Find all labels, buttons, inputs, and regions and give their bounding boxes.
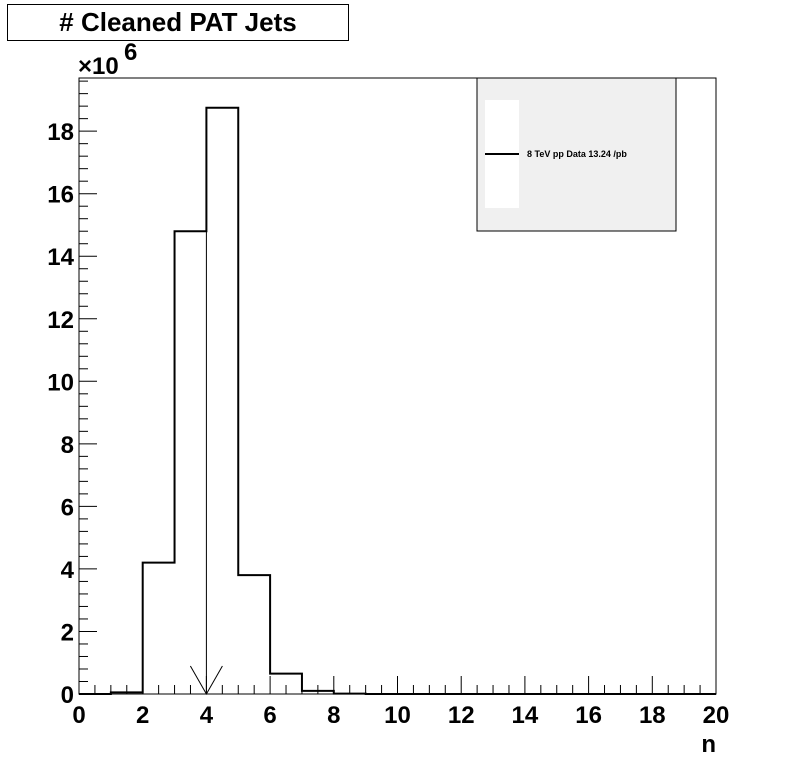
x-tick-label: 20 <box>703 702 730 729</box>
y-tick-label: 16 <box>47 182 74 209</box>
x-tick-label: 8 <box>327 702 340 729</box>
x-tick-label: 0 <box>72 702 85 729</box>
y-multiplier-label: ×10 <box>78 53 119 80</box>
histogram-bin <box>143 563 175 694</box>
y-multiplier-exponent: 6 <box>124 39 137 66</box>
histogram-bin <box>238 575 270 694</box>
y-tick-label: 10 <box>47 369 74 396</box>
y-tick-label: 0 <box>61 682 74 709</box>
y-tick-label: 8 <box>61 432 74 459</box>
y-tick-label: 18 <box>47 119 74 146</box>
chart-title-box: # Cleaned PAT Jets <box>7 4 349 41</box>
x-tick-label: 14 <box>512 702 539 729</box>
y-tick-label: 12 <box>47 307 74 334</box>
x-tick-label: 12 <box>448 702 475 729</box>
y-tick-label: 2 <box>61 619 74 646</box>
histogram-bin <box>206 108 238 694</box>
x-tick-label: 2 <box>136 702 149 729</box>
x-tick-label: 18 <box>639 702 666 729</box>
y-tick-label: 4 <box>61 557 75 584</box>
chart-title: # Cleaned PAT Jets <box>59 7 297 37</box>
x-tick-label: 10 <box>384 702 411 729</box>
mean-marker-arrowhead <box>189 665 223 696</box>
x-tick-label: 4 <box>200 702 214 729</box>
y-tick-label: 14 <box>47 244 74 271</box>
y-tick-label: 6 <box>61 494 74 521</box>
legend-entry-label: 8 TeV pp Data 13.24 /pb <box>527 149 627 159</box>
x-tick-label: 6 <box>263 702 276 729</box>
x-axis-label: n <box>701 731 716 758</box>
x-tick-label: 16 <box>575 702 602 729</box>
histogram-series-line <box>79 106 716 695</box>
histogram-bin <box>175 231 207 694</box>
